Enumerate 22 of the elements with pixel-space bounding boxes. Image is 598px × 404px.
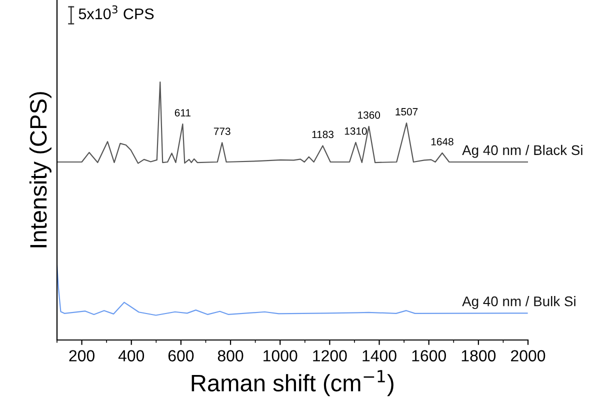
x-tick-label: 200 (69, 350, 94, 362)
text: 5x10$^{3}$ CPS (78, 5, 154, 20)
annotation: 1360 (358, 111, 380, 119)
annotation: 1648 (431, 138, 454, 146)
x-tick-label: 1800 (462, 350, 496, 362)
series-label: Ag 40 nm / Bulk Si (462, 296, 576, 310)
annotation: 1507 (396, 108, 418, 116)
x-tick-label: 800 (218, 350, 244, 362)
annotation: 611 (174, 109, 190, 116)
x-axis-title: Raman shift (cm$^{−1}$) (192, 370, 394, 396)
x-tick-label: 600 (168, 350, 194, 362)
x-tick-label: 1400 (362, 350, 396, 362)
x-tick-label: 1000 (264, 350, 298, 362)
x-tick-label: 2000 (511, 350, 546, 362)
x-tick-label: 400 (118, 350, 144, 362)
annotation: 773 (214, 128, 230, 136)
annotation: 1310 (344, 127, 367, 135)
x-tick-label: 1600 (412, 350, 446, 362)
y-axis-title: Intensity (CPS) (29, 92, 52, 248)
series-label: Ag 40 nm / Black Si (462, 144, 582, 158)
x-tick-label: 1200 (313, 350, 347, 362)
annotation: 1183 (312, 130, 334, 138)
